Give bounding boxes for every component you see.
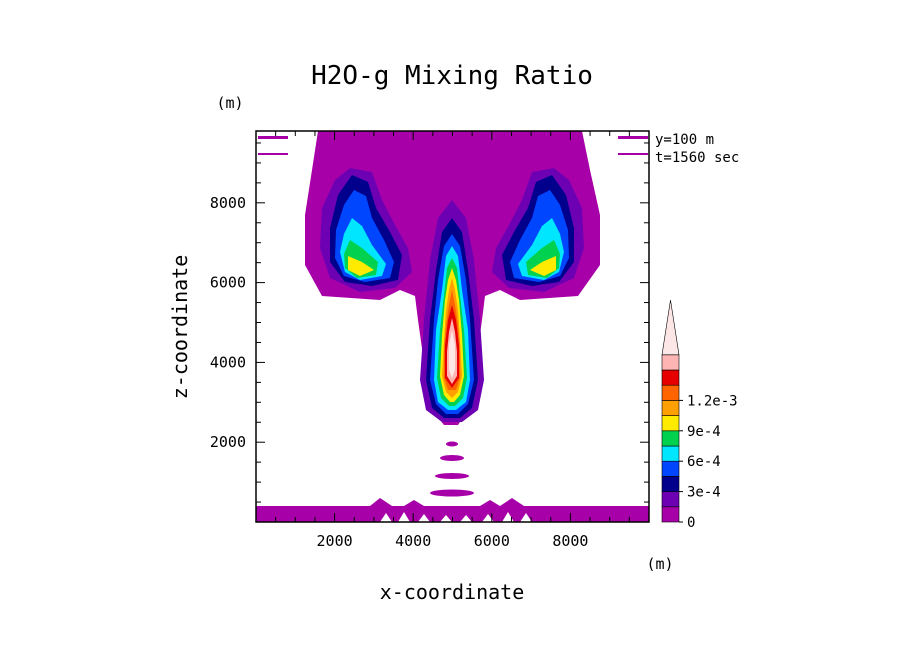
colorbar: 0 3e-4 6e-4 9e-4 1.2e-3 xyxy=(661,299,738,531)
y-tick-label: 2000 xyxy=(210,433,246,451)
left-lobe-level-6 xyxy=(348,256,374,276)
blob-3 xyxy=(435,473,469,479)
colorbar-swatch xyxy=(661,476,680,492)
colorbar-swatch xyxy=(661,445,680,462)
colorbar-swatch xyxy=(661,460,680,477)
colorbar-overflow-triangle xyxy=(661,299,680,356)
colorbar-swatch xyxy=(661,430,680,447)
y-tick-label: 4000 xyxy=(210,353,246,371)
top-fringe-left-2 xyxy=(258,153,288,155)
colorbar-swatch xyxy=(661,415,680,432)
x-unit-label: (m) xyxy=(646,555,673,573)
y-unit-label: (m) xyxy=(216,94,243,112)
x-tick-label: 4000 xyxy=(395,532,431,550)
ground-bumps xyxy=(370,498,524,506)
colorbar-swatch xyxy=(661,506,680,523)
colorbar-swatch xyxy=(661,369,680,386)
colorbar-swatch xyxy=(661,400,680,416)
x-axis-label: x-coordinate xyxy=(380,580,525,604)
colorbar-label: 6e-4 xyxy=(687,454,721,470)
top-fringe-right xyxy=(618,136,648,139)
x-tick-label: 8000 xyxy=(552,532,588,550)
info-time: t=1560 sec xyxy=(655,150,739,166)
y-tick-label: 8000 xyxy=(210,194,246,212)
chart-title: H2O-g Mixing Ratio xyxy=(311,61,593,91)
y-tick-label: 6000 xyxy=(210,274,246,292)
colorbar-label: 0 xyxy=(687,515,695,531)
right-lobe-level-6 xyxy=(530,256,556,276)
x-tick-label: 6000 xyxy=(474,532,510,550)
info-y-slice: y=100 m xyxy=(655,132,714,148)
colorbar-label: 1.2e-3 xyxy=(687,393,738,409)
colorbar-swatch xyxy=(661,354,680,371)
axis-ticks xyxy=(256,131,649,522)
top-fringe-right-2 xyxy=(618,153,648,155)
top-fringe-left xyxy=(258,136,288,139)
colorbar-swatch xyxy=(661,491,680,508)
contour-field xyxy=(256,131,649,522)
blob-4 xyxy=(430,489,474,497)
column-level-11 xyxy=(449,330,455,378)
x-tick-label: 2000 xyxy=(317,532,353,550)
colorbar-label: 9e-4 xyxy=(687,424,721,440)
blob-2 xyxy=(440,455,464,461)
blob-1 xyxy=(446,441,458,447)
x-tick-labels: 2000 4000 6000 8000 xyxy=(317,532,589,550)
colorbar-label: 3e-4 xyxy=(687,485,721,501)
y-axis-label: z-coordinate xyxy=(168,255,192,400)
colorbar-swatch xyxy=(661,384,680,401)
y-tick-labels: 2000 4000 6000 8000 xyxy=(210,194,246,451)
